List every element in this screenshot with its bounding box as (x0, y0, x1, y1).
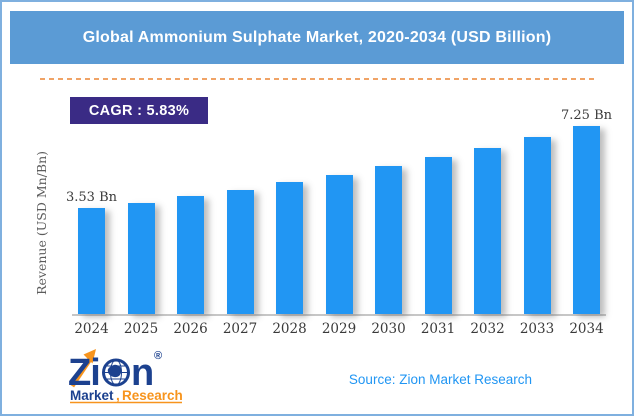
zion-logo-graphic: Zi n ® Market , Research (68, 349, 183, 404)
x-tick-2032: 2032 (470, 321, 505, 337)
bar-2024 (78, 208, 105, 314)
bar-column (375, 166, 402, 314)
globe-icon (102, 358, 130, 387)
bar-column (226, 190, 254, 314)
x-axis-labels: 2024 2025 2026 2027 2028 2029 2030 2031 2032 2033… (72, 321, 606, 337)
bar-2031 (424, 157, 452, 314)
bar-value-label: 7.25 Bn (560, 108, 613, 123)
bar-value-label: 3.53 Bn (65, 190, 118, 205)
bar-2029 (325, 175, 353, 314)
bar-2028 (276, 182, 303, 314)
cagr-label: CAGR : 5.83% (88, 102, 190, 119)
x-tick-2029: 2029 (321, 321, 357, 337)
bar-column (325, 175, 353, 314)
bar-column (523, 137, 551, 314)
dashed-divider (40, 78, 596, 80)
logo-text-research: Research (122, 388, 183, 403)
bar-column (177, 196, 204, 314)
x-tick-2034: 2034 (569, 321, 604, 337)
zion-logo: Zi n ® Market , Research (68, 344, 188, 409)
x-tick-2030: 2030 (371, 321, 406, 337)
bar-column (424, 157, 452, 314)
x-tick-2027: 2027 (222, 321, 258, 337)
page-title: Global Ammonium Sulphate Market, 2020-20… (82, 28, 552, 46)
bar-column (474, 148, 501, 314)
source-link[interactable]: Source: Zion Market Research (348, 372, 532, 387)
x-tick-2025: 2025 (123, 321, 159, 337)
x-tick-2028: 2028 (272, 321, 307, 337)
bar-2027 (226, 190, 254, 314)
bar-column (127, 203, 155, 314)
title-bar: Global Ammonium Sulphate Market, 2020-20… (10, 11, 624, 64)
bar-2034 (573, 126, 600, 314)
x-tick-2033: 2033 (519, 321, 555, 337)
bar-column: 7.25 Bn (561, 108, 612, 314)
x-tick-2024: 2024 (74, 321, 109, 337)
logo-text-zi: Zi (68, 352, 100, 394)
bar-2033 (523, 137, 551, 314)
growth-arrow-icon (69, 349, 96, 388)
y-axis-label: Revenue (USD Mn/Bn) (33, 151, 49, 295)
plot-area: 3.53 Bn 7.25 Bn (66, 108, 612, 316)
bar-column: 3.53 Bn (66, 190, 117, 314)
cagr-badge: CAGR : 5.83% (70, 97, 208, 124)
bar-2025 (127, 203, 155, 314)
registered-mark: ® (154, 350, 162, 362)
x-tick-2031: 2031 (420, 321, 456, 337)
bar-2032 (474, 148, 501, 314)
logo-text-comma: , (116, 388, 120, 403)
logo-text-n: n (131, 352, 153, 394)
bar-chart: 3.53 Bn 7.25 Bn 2024 2025 2026 2027 2028 2029 2… (66, 108, 612, 337)
logo-text-market: Market (70, 388, 114, 403)
x-tick-2026: 2026 (173, 321, 208, 337)
bar-2030 (375, 166, 402, 314)
bar-column (276, 182, 303, 314)
bar-2026 (177, 196, 204, 314)
